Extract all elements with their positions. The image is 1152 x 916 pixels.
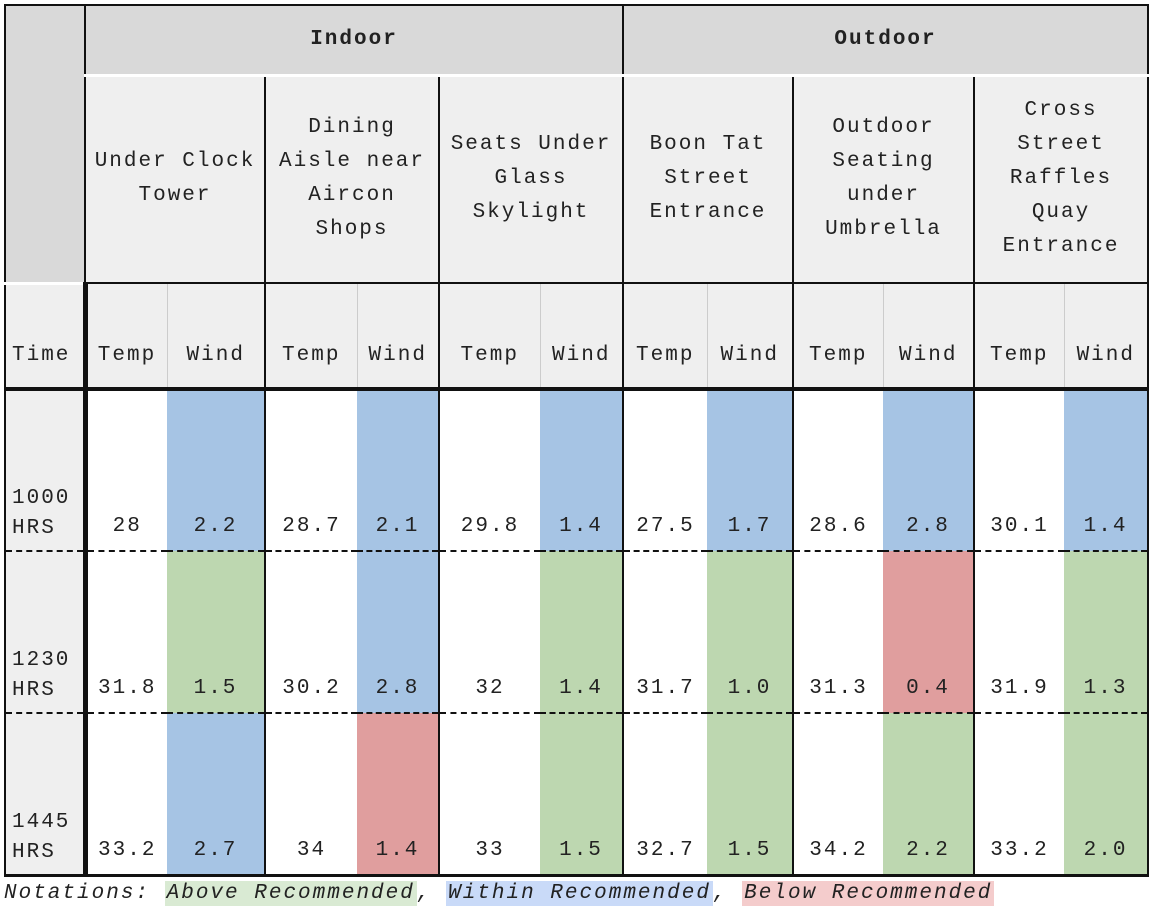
temp-cell: 30.2 — [264, 551, 357, 714]
legend-below: Below Recommended — [742, 880, 995, 906]
wind-cell-within: 2.8 — [883, 389, 975, 552]
temp-cell: 28.7 — [264, 389, 357, 552]
wind-cell-below: 0.4 — [883, 551, 975, 714]
table-row: 1000 HRS 28 2.2 28.7 2.1 29.8 1.4 27.5 1.7 28.6 2.… — [4, 389, 1150, 552]
legend-above: Above Recommended — [164, 880, 417, 906]
temp-cell: 34 — [264, 713, 357, 877]
location-header: Boon Tat Street Entrance — [622, 74, 794, 284]
location-header: Under Clock Tower — [84, 74, 266, 284]
wind-cell-above: 1.0 — [707, 551, 794, 714]
temp-cell: 32 — [438, 551, 540, 714]
temp-cell: 31.8 — [84, 551, 167, 714]
wind-cell-within: 2.2 — [167, 389, 266, 552]
wind-header: Wind — [707, 282, 794, 391]
temp-cell: 28.6 — [792, 389, 883, 552]
legend-separator: , — [712, 881, 743, 905]
temp-cell: 32.7 — [622, 713, 707, 877]
wind-cell-above: 1.4 — [540, 551, 624, 714]
table-row: 1230 HRS 31.8 1.5 30.2 2.8 32 1.4 31.7 1.0 31.3 0.… — [4, 551, 1150, 714]
group-header-outdoor: Outdoor — [621, 4, 1150, 77]
notation-legend: Notations: Above Recommended, Within Rec… — [4, 879, 1152, 909]
temp-cell: 31.7 — [622, 551, 707, 714]
wind-cell-within: 2.1 — [357, 389, 440, 552]
temp-cell: 29.8 — [438, 389, 540, 552]
wind-header: Wind — [540, 282, 624, 391]
temp-header: Temp — [792, 282, 884, 391]
wind-cell-above: 1.3 — [1064, 551, 1150, 714]
temp-cell: 33.2 — [84, 713, 167, 877]
temp-header: Temp — [264, 282, 358, 391]
wind-cell-above: 1.5 — [707, 713, 794, 877]
temp-cell: 33 — [438, 713, 540, 877]
wind-header: Wind — [883, 282, 975, 391]
temp-cell: 33.2 — [973, 713, 1064, 877]
wind-cell-within: 2.8 — [357, 551, 440, 714]
temp-header: Temp — [622, 282, 708, 391]
temp-cell: 31.9 — [973, 551, 1064, 714]
wind-cell-above: 2.2 — [883, 713, 975, 877]
temp-cell: 28 — [84, 389, 167, 552]
temp-cell: 34.2 — [792, 713, 883, 877]
wind-header: Wind — [357, 282, 440, 391]
legend-separator: , — [416, 881, 447, 905]
temp-header: Temp — [84, 282, 168, 391]
wind-header: Wind — [167, 282, 266, 391]
legend-within: Within Recommended — [446, 880, 713, 906]
temp-cell: 30.1 — [973, 389, 1064, 552]
wind-cell-within: 1.4 — [540, 389, 624, 552]
time-cell: 1230 HRS — [4, 551, 88, 714]
table-row: 1445 HRS 33.2 2.7 34 1.4 33 1.5 32.7 1.5 34.2 2.2 3… — [4, 713, 1150, 877]
time-cell: 1445 HRS — [4, 713, 88, 877]
wind-header: Wind — [1064, 282, 1150, 391]
temp-cell: 27.5 — [622, 389, 707, 552]
time-header: Time — [4, 282, 88, 391]
location-header: Seats Under Glass Skylight — [438, 74, 624, 284]
temp-header: Temp — [973, 282, 1065, 391]
location-header: Cross Street Raffles Quay Entrance — [972, 74, 1150, 284]
wind-temperature-table: Indoor Outdoor Under Clock Tower Dining A… — [4, 4, 1150, 877]
wind-cell-within: 2.7 — [167, 713, 266, 877]
wind-cell-above: 1.5 — [167, 551, 266, 714]
location-header: Dining Aisle near Aircon Shops — [264, 74, 440, 284]
time-header-spacer — [4, 4, 86, 285]
wind-cell-above: 1.5 — [540, 713, 624, 877]
temp-header: Temp — [438, 282, 541, 391]
wind-cell-below: 1.4 — [357, 713, 440, 877]
legend-prefix: Notations: — [4, 881, 165, 905]
time-cell: 1000 HRS — [4, 389, 88, 552]
wind-cell-within: 1.7 — [707, 389, 794, 552]
wind-cell-above: 2.0 — [1064, 713, 1150, 877]
wind-cell-within: 1.4 — [1064, 389, 1150, 552]
location-header: Outdoor Seating under Umbrella — [792, 74, 975, 284]
temp-cell: 31.3 — [792, 551, 883, 714]
group-header-indoor: Indoor — [84, 4, 624, 77]
